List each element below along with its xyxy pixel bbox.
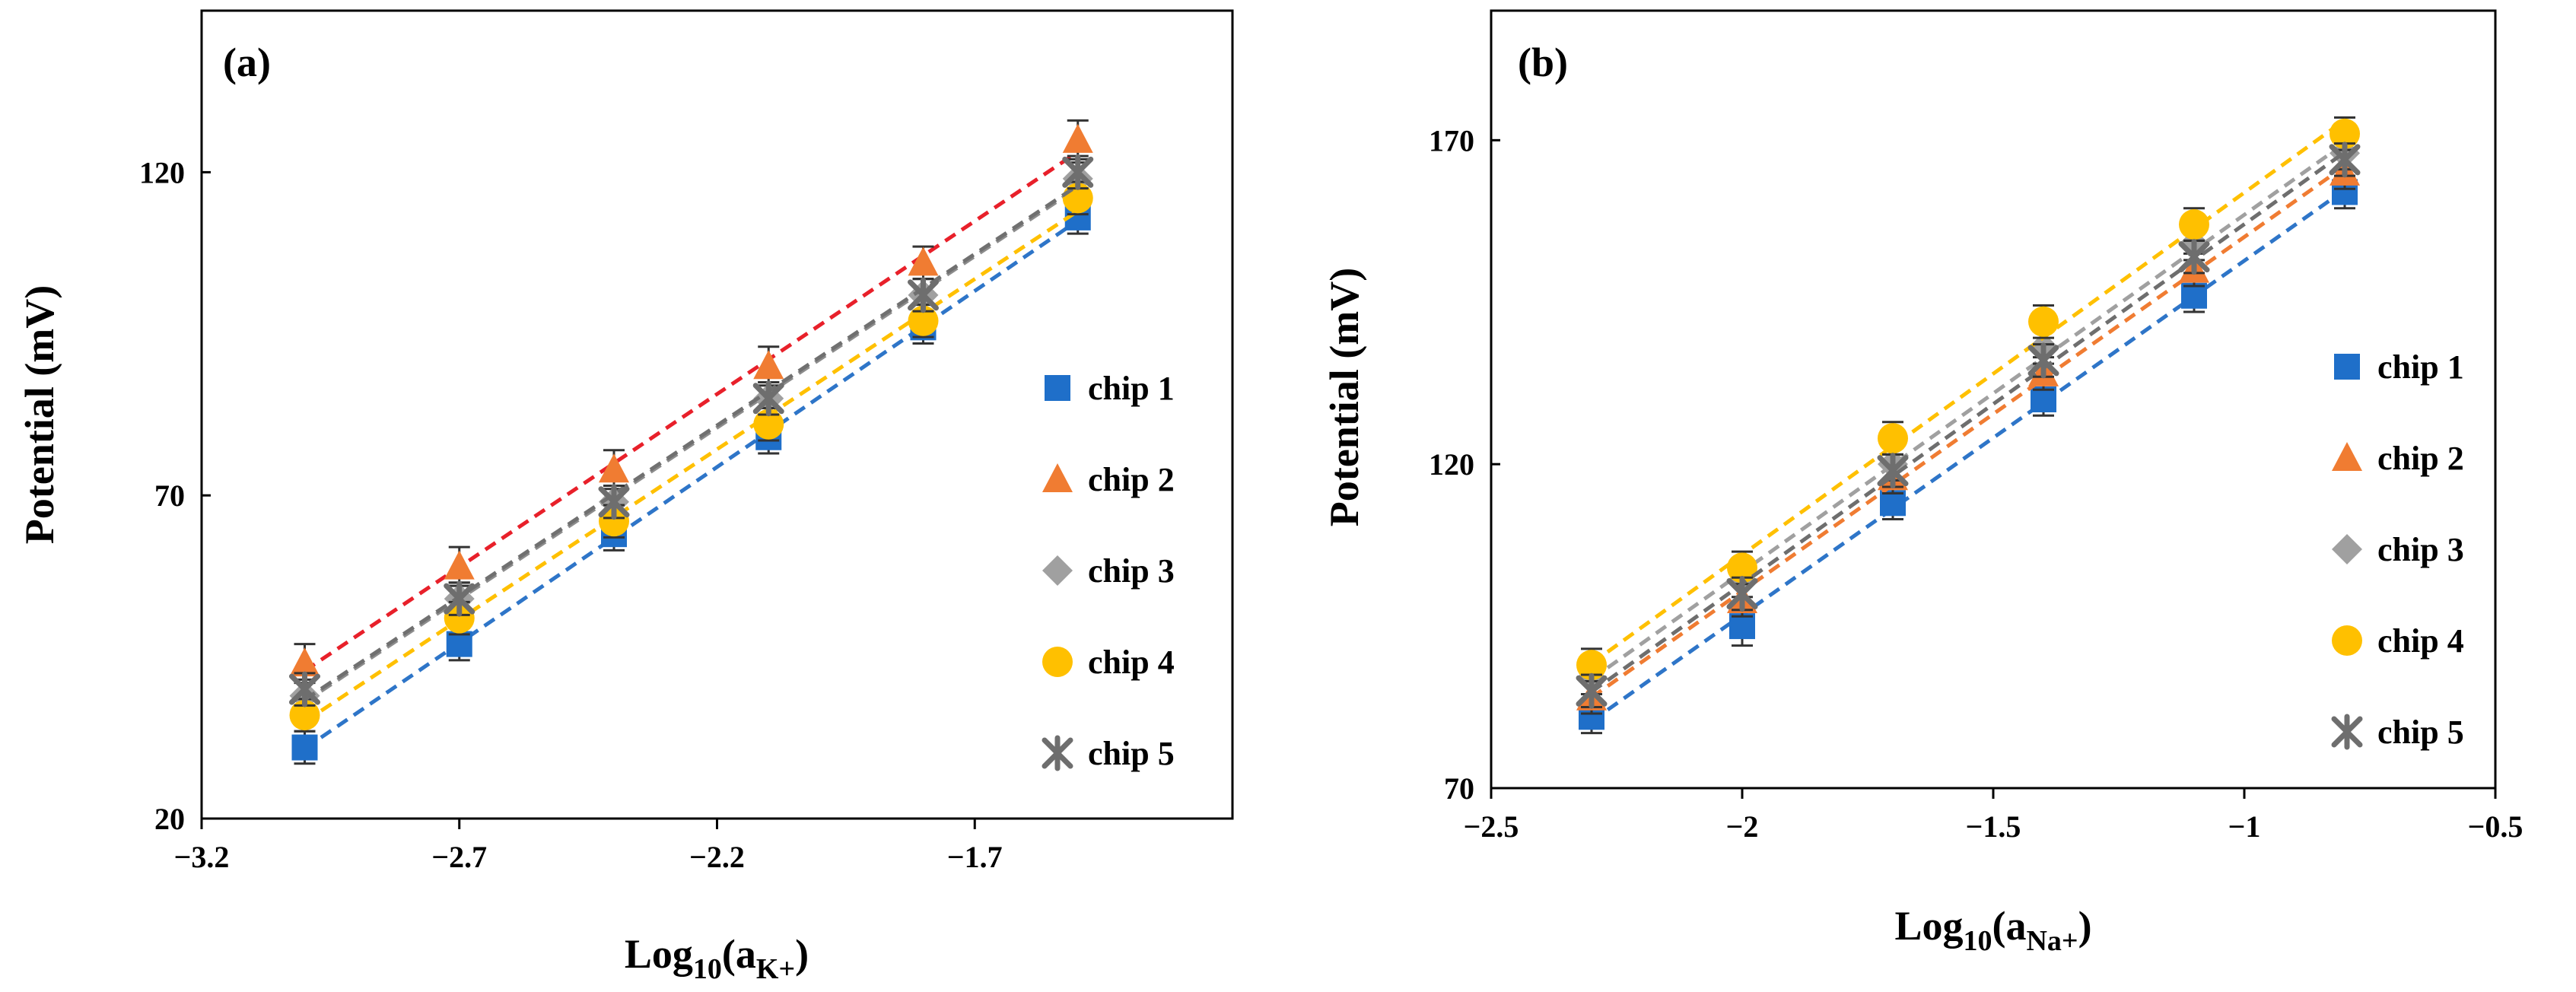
data-point [753, 409, 784, 440]
data-point [2179, 209, 2209, 240]
panel-label: (a) [223, 40, 271, 85]
legend-marker [2334, 354, 2360, 380]
legend-marker [1042, 735, 1073, 771]
data-point [1576, 650, 1607, 681]
data-point [753, 350, 784, 380]
legend-marker [2332, 625, 2362, 656]
legend-label: chip 4 [1088, 644, 1175, 681]
x-tick-label: −1 [2228, 809, 2261, 844]
trend-line [1590, 188, 2346, 723]
data-point [1877, 453, 1909, 489]
data-point [2028, 306, 2059, 337]
legend-marker [2332, 534, 2362, 564]
legend-label: chip 2 [1088, 461, 1175, 498]
x-tick-label: −2 [1726, 809, 1759, 844]
trend-line [1590, 118, 2346, 666]
legend-label: chip 3 [2377, 531, 2464, 568]
panel-label: (b) [1518, 40, 1568, 85]
data-point [908, 277, 939, 313]
y-tick-label: 20 [154, 802, 185, 836]
data-point [908, 246, 939, 276]
panel-a: 20 70 120 −3.2 −2.7 −2.2 −1.7 (a) Potential (mV)… [17, 9, 1234, 985]
data-point [444, 550, 475, 580]
legend-label: chip 5 [1088, 735, 1175, 772]
legend-marker [1042, 647, 1073, 677]
x-axis-title: Log10(aNa+) [1894, 903, 2091, 957]
x-axis-title: Log10(aK+) [625, 931, 809, 985]
y-tick-label: 120 [139, 155, 185, 189]
data-point [1576, 672, 1608, 709]
trend-line [304, 218, 1080, 751]
data-point [2178, 239, 2210, 275]
x-tick-label: −3.2 [174, 840, 230, 874]
data-point [1878, 423, 1908, 454]
data-point [444, 603, 475, 634]
panel-b: 70 120 170 −2.5 −2 −1.5 −1 −0.5 (b) Potential (mV… [1321, 9, 2524, 957]
legend-marker [1045, 375, 1070, 401]
trend-line [304, 209, 1080, 723]
data-point [2027, 342, 2059, 379]
data-point [289, 700, 320, 731]
legend-label: chip 1 [2377, 348, 2464, 386]
data-point [598, 484, 630, 520]
legend-label: chip 1 [1088, 370, 1175, 407]
legend-marker [1042, 463, 1073, 492]
data-point [599, 506, 629, 537]
y-axis-title: Potential (mV) [1321, 268, 1367, 526]
trend-line [304, 183, 1080, 701]
y-tick-label: 70 [154, 479, 185, 513]
series-chip-5 [1576, 141, 2361, 709]
data-point [908, 305, 939, 336]
series-chip-5 [289, 154, 1094, 707]
x-tick-label: −0.5 [2468, 809, 2524, 844]
data-point [752, 380, 784, 417]
data-point [1727, 552, 1757, 583]
legend-label: chip 2 [2377, 440, 2464, 477]
series-chip-4 [289, 180, 1093, 733]
data-point [289, 647, 320, 677]
series-chip-4 [1576, 116, 2360, 682]
y-tick-label: 120 [1429, 447, 1474, 482]
y-axis-title: Potential (mV) [17, 285, 62, 544]
trend-line [304, 150, 1080, 672]
series-chip-2 [289, 119, 1093, 685]
data-point [2330, 118, 2360, 149]
data-point [1062, 154, 1094, 190]
x-tick-label: −1.7 [947, 840, 1003, 874]
trend-line [1590, 151, 2346, 694]
legend: chip 1 chip 2 chip 3 chip 4 chip 5 [1042, 370, 1175, 772]
x-tick-label: −2.7 [431, 840, 487, 874]
data-point [1726, 576, 1758, 612]
legend-marker [1042, 555, 1073, 586]
trend-line [1590, 164, 2346, 699]
x-tick-label: −2.2 [689, 840, 745, 874]
trend-line [1590, 141, 2346, 681]
y-tick-label: 70 [1444, 771, 1474, 806]
y-tick-label: 170 [1429, 123, 1474, 157]
data-point [599, 453, 629, 483]
data-point [1062, 123, 1093, 153]
data-point [2329, 141, 2361, 178]
data-point [444, 580, 475, 617]
legend-marker [2331, 714, 2363, 750]
x-tick-label: −2.5 [1464, 809, 1519, 844]
legend-label: chip 4 [2377, 622, 2464, 660]
data-point [291, 734, 318, 761]
x-tick-label: −1.5 [1966, 809, 2021, 844]
legend-label: chip 3 [1088, 552, 1175, 590]
legend: chip 1 chip 2 chip 3 chip 4 chip 5 [2331, 348, 2464, 751]
legend-marker [2332, 442, 2362, 471]
legend-label: chip 5 [2377, 714, 2464, 751]
data-point [289, 671, 320, 707]
